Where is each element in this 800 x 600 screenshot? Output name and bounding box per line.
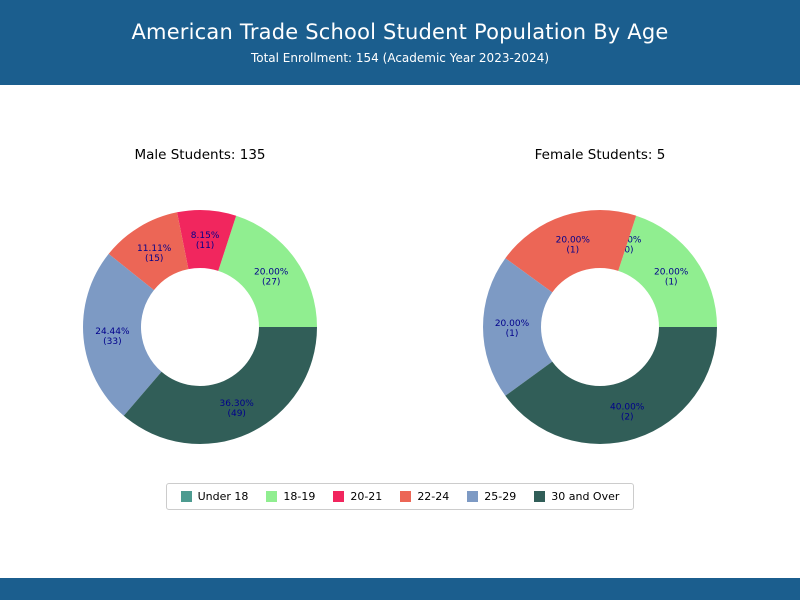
slice-label: 40.00% (2) [610, 403, 645, 423]
legend-swatch-icon [400, 491, 412, 502]
legend-row: Under 18 18-19 20-21 22-24 25-29 30 and Over [0, 483, 800, 510]
slice-label: 11.11% (15) [137, 244, 172, 264]
male-chart-title: Male Students: 135 [134, 147, 266, 163]
slice-label: 20.00% (1) [654, 267, 689, 287]
male-chart-block: Male Students: 135 0.00%(0)20.00%(27)8.1… [0, 85, 400, 451]
female-donut-chart: 0.00%(0)20.00%(1)0.00%(0)20.00%(1)20.00%… [480, 207, 720, 447]
legend-label: 20-21 [350, 490, 383, 503]
slice-label: 24.44% (33) [95, 327, 130, 347]
pie-slice [177, 210, 237, 271]
page-title: American Trade School Student Population… [131, 20, 669, 44]
legend-swatch-icon [467, 491, 479, 502]
pie-slice [618, 215, 717, 327]
legend-item: 30 and Over [534, 490, 619, 503]
legend-swatch-icon [266, 491, 278, 502]
page-subtitle: Total Enrollment: 154 (Academic Year 202… [250, 51, 550, 65]
pie-slice [83, 253, 162, 416]
legend-swatch-icon [180, 491, 192, 502]
pie-slice [123, 327, 317, 445]
legend-swatch-icon [333, 491, 345, 502]
slice-label: 20.00% (1) [556, 235, 591, 255]
legend-label: 30 and Over [551, 490, 620, 503]
legend: Under 18 18-19 20-21 22-24 25-29 30 and Over [165, 483, 635, 510]
slice-label: 36.30% (49) [220, 399, 255, 419]
legend-item: 25-29 [467, 490, 516, 503]
pie-slice [218, 215, 317, 327]
slice-label: 20.00% (27) [254, 267, 289, 287]
legend-label: 22-24 [417, 490, 450, 503]
pie-slice [505, 210, 637, 293]
legend-item: 18-19 [266, 490, 315, 503]
slice-label: 8.15% (11) [191, 231, 220, 251]
charts-row: Male Students: 135 0.00%(0)20.00%(27)8.1… [0, 85, 800, 451]
male-donut-chart: 0.00%(0)20.00%(27)8.15%(11)11.11%(15)24.… [80, 207, 320, 447]
slice-label: 20.00% (1) [495, 319, 530, 339]
legend-label: Under 18 [197, 490, 249, 503]
legend-label: 25-29 [484, 490, 517, 503]
legend-item: 20-21 [333, 490, 382, 503]
legend-label: 18-19 [283, 490, 316, 503]
legend-item: 22-24 [400, 490, 449, 503]
footer [0, 578, 800, 600]
female-chart-block: Female Students: 5 0.00%(0)20.00%(1)0.00… [400, 85, 800, 451]
legend-swatch-icon [534, 491, 546, 502]
header: American Trade School Student Population… [0, 0, 800, 85]
pie-slice [505, 327, 717, 444]
legend-item: Under 18 [180, 490, 249, 503]
pie-slice [483, 258, 553, 396]
pie-slice [108, 212, 189, 291]
female-chart-title: Female Students: 5 [534, 147, 666, 163]
